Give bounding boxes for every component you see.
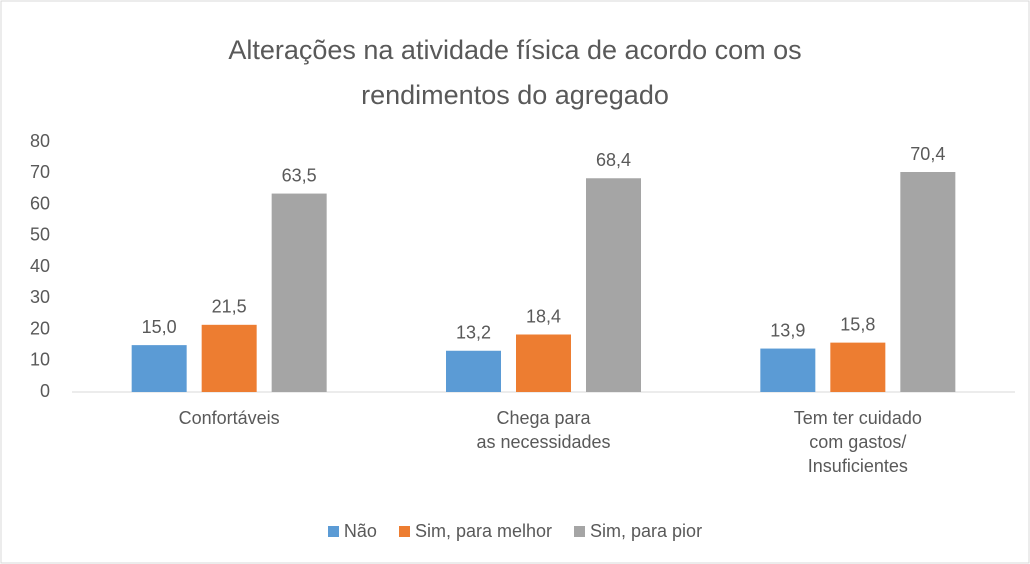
y-tick-label: 50 (30, 225, 50, 245)
legend-item: Sim, para melhor (398, 521, 553, 542)
y-tick-label: 60 (30, 193, 50, 213)
data-label: 18,4 (526, 306, 561, 326)
y-tick-label: 80 (30, 131, 50, 151)
data-label: 15,8 (840, 314, 875, 334)
legend-swatch (574, 526, 586, 537)
y-tick-label: 0 (40, 381, 50, 401)
legend-swatch (327, 526, 339, 537)
y-tick-label: 30 (30, 287, 50, 307)
data-label: 13,2 (456, 323, 491, 343)
x-tick-label: Tem ter cuidado com gastos/ Insuficiente… (793, 408, 922, 476)
bar (900, 172, 956, 392)
x-tick-label: Chega para as necessidades (476, 408, 611, 452)
legend-item: Sim, para pior (574, 521, 702, 542)
legend-label: Sim, para melhor (414, 521, 553, 541)
legend: Não Sim, para melhor Sim, para pior (0, 521, 1030, 542)
y-tick-label: 10 (30, 350, 50, 370)
data-label: 68,4 (596, 150, 631, 170)
data-label: 13,9 (770, 320, 805, 340)
legend-item: Não (327, 521, 377, 542)
legend-label: Sim, para pior (590, 521, 703, 541)
y-tick-label: 40 (30, 256, 50, 276)
x-tick-label: Confortáveis (178, 408, 280, 428)
bar (516, 334, 571, 392)
y-tick-label: 70 (30, 162, 50, 182)
bar (586, 178, 641, 392)
bar (830, 342, 886, 392)
y-tick-label: 20 (30, 318, 50, 338)
bar (446, 350, 501, 392)
bar (271, 193, 327, 392)
bar (201, 324, 257, 392)
legend-swatch (398, 526, 410, 537)
chart-title: Alterações na atividade física de acordo… (228, 35, 802, 110)
legend-label: Não (343, 521, 377, 541)
bar (760, 348, 816, 392)
data-label: 70,4 (910, 144, 945, 164)
bar (131, 345, 187, 392)
data-label: 15,0 (142, 317, 177, 337)
data-label: 63,5 (282, 165, 317, 185)
data-label: 21,5 (212, 297, 247, 317)
